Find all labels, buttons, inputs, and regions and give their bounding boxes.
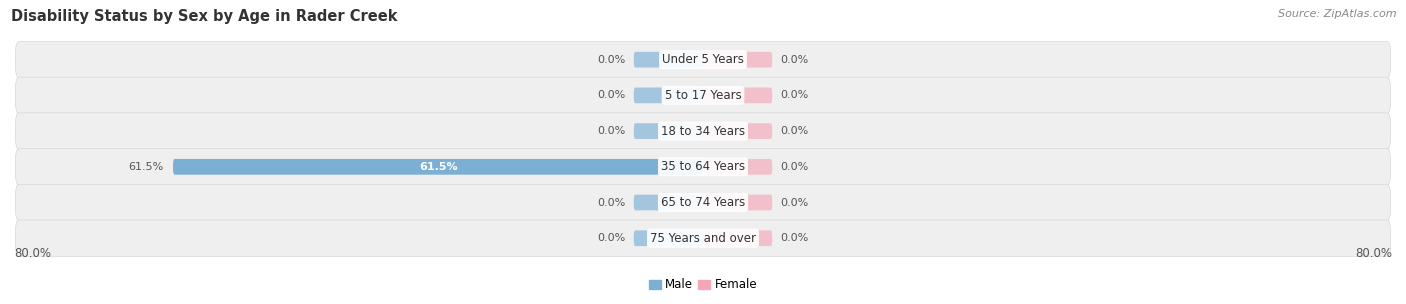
Text: 75 Years and over: 75 Years and over	[650, 232, 756, 245]
FancyBboxPatch shape	[15, 77, 1391, 114]
Text: 0.0%: 0.0%	[780, 162, 808, 172]
Text: 0.0%: 0.0%	[780, 198, 808, 208]
FancyBboxPatch shape	[634, 52, 703, 67]
FancyBboxPatch shape	[703, 88, 772, 103]
Text: 0.0%: 0.0%	[780, 233, 808, 243]
Text: 80.0%: 80.0%	[14, 247, 51, 260]
Text: 18 to 34 Years: 18 to 34 Years	[661, 125, 745, 138]
Text: 65 to 74 Years: 65 to 74 Years	[661, 196, 745, 209]
FancyBboxPatch shape	[634, 123, 703, 139]
FancyBboxPatch shape	[634, 88, 703, 103]
Text: 0.0%: 0.0%	[598, 198, 626, 208]
Text: 5 to 17 Years: 5 to 17 Years	[665, 89, 741, 102]
Text: Disability Status by Sex by Age in Rader Creek: Disability Status by Sex by Age in Rader…	[11, 9, 398, 24]
FancyBboxPatch shape	[703, 123, 772, 139]
Text: 61.5%: 61.5%	[128, 162, 163, 172]
Text: 35 to 64 Years: 35 to 64 Years	[661, 160, 745, 173]
FancyBboxPatch shape	[703, 159, 772, 175]
FancyBboxPatch shape	[15, 113, 1391, 149]
Text: 0.0%: 0.0%	[598, 126, 626, 136]
Text: 0.0%: 0.0%	[598, 90, 626, 100]
Text: Under 5 Years: Under 5 Years	[662, 53, 744, 66]
Text: Source: ZipAtlas.com: Source: ZipAtlas.com	[1278, 9, 1396, 19]
FancyBboxPatch shape	[703, 195, 772, 210]
Text: 61.5%: 61.5%	[419, 162, 457, 172]
FancyBboxPatch shape	[634, 230, 703, 246]
FancyBboxPatch shape	[634, 195, 703, 210]
Text: 0.0%: 0.0%	[780, 126, 808, 136]
FancyBboxPatch shape	[703, 52, 772, 67]
FancyBboxPatch shape	[173, 159, 703, 175]
FancyBboxPatch shape	[15, 149, 1391, 185]
Legend: Male, Female: Male, Female	[644, 274, 762, 296]
Text: 0.0%: 0.0%	[598, 233, 626, 243]
Text: 0.0%: 0.0%	[780, 90, 808, 100]
FancyBboxPatch shape	[15, 41, 1391, 78]
FancyBboxPatch shape	[15, 184, 1391, 221]
Text: 80.0%: 80.0%	[1355, 247, 1392, 260]
Text: 0.0%: 0.0%	[780, 55, 808, 65]
FancyBboxPatch shape	[15, 220, 1391, 257]
Text: 0.0%: 0.0%	[598, 55, 626, 65]
FancyBboxPatch shape	[703, 230, 772, 246]
